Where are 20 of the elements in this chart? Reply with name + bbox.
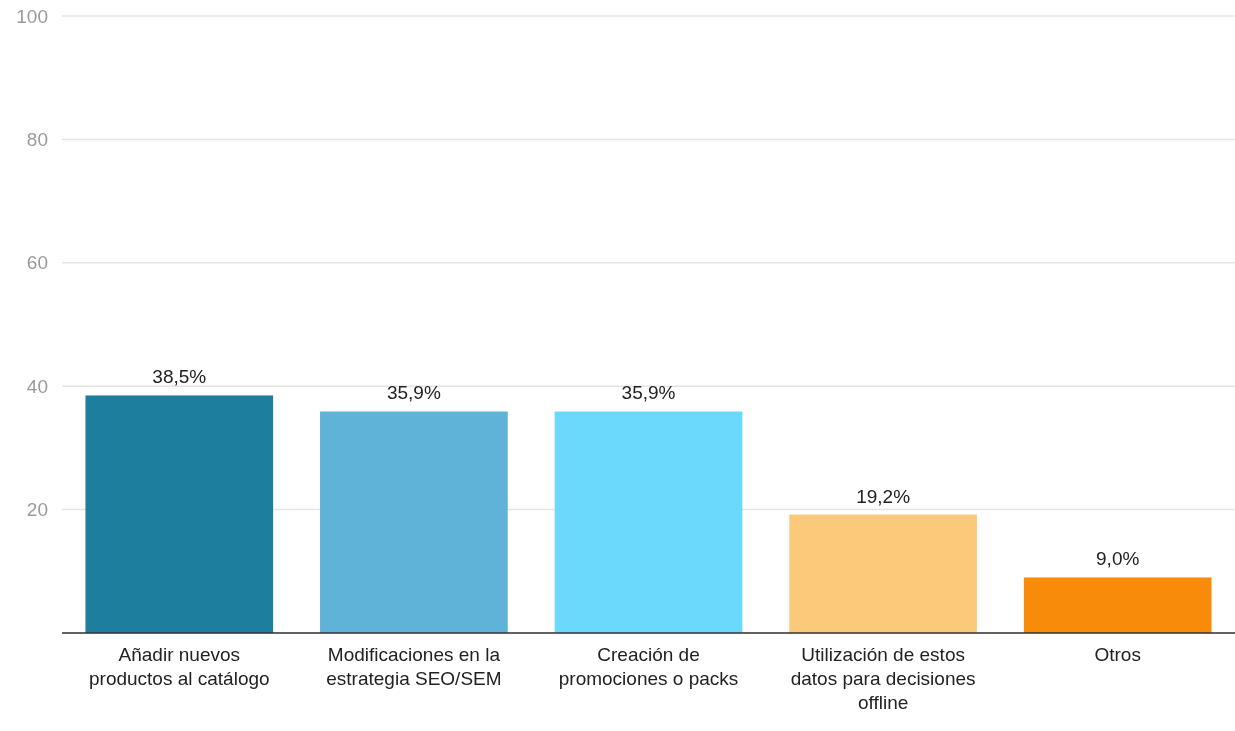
y-tick-label: 60 [26,252,48,274]
y-tick-label: 100 [16,5,48,27]
data-label: 35,9% [621,382,676,404]
bar [789,514,977,633]
x-tick-label: Creación de promociones o packs [558,644,739,689]
bar [320,411,508,633]
data-label: 9,0% [1096,548,1140,570]
data-label: 19,2% [856,485,911,507]
data-label: 38,5% [152,366,207,388]
bar [85,395,274,633]
x-tick-label: Otros [1094,644,1141,665]
y-tick-label: 80 [26,128,48,150]
y-tick-label: 40 [26,375,48,397]
x-tick-label: Añadir nuevos productos al catálogo [88,644,270,689]
data-label: 35,9% [386,382,441,404]
x-tick-label: Modificaciones en la estrategia SEO/SEM [326,644,502,689]
x-tick-label: Utilización de estos datos para decisiones offline [790,644,976,713]
y-tick-label: 20 [26,499,48,521]
bar [1023,577,1212,633]
bar [554,411,743,633]
